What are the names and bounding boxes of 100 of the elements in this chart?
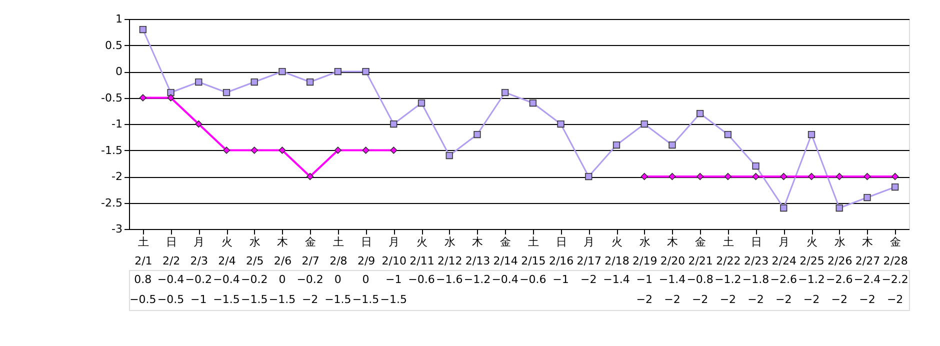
data-label: −1 bbox=[636, 273, 652, 286]
y-tick-label: -2.5 bbox=[101, 196, 122, 210]
data-label: −1.4 bbox=[603, 273, 630, 286]
data-label: −0.4 bbox=[213, 273, 240, 286]
data-label: −2 bbox=[748, 293, 764, 306]
data-label: −0.2 bbox=[185, 273, 212, 286]
x-tick-label: 木 2/27 bbox=[855, 236, 880, 268]
x-tick-label: 土 2/15 bbox=[521, 236, 546, 268]
x-tick-label: 月 2/24 bbox=[772, 236, 796, 268]
x-tick-label: 月 2/17 bbox=[576, 236, 602, 268]
data-label: −1 bbox=[552, 273, 569, 286]
point bbox=[612, 141, 620, 149]
y-tick-label: 1 bbox=[116, 12, 122, 26]
data-label: −1.5 bbox=[352, 293, 380, 306]
point bbox=[780, 172, 788, 180]
point bbox=[250, 146, 258, 154]
data-label: −2 bbox=[859, 293, 876, 306]
point bbox=[334, 146, 342, 154]
point bbox=[306, 172, 314, 180]
point bbox=[390, 146, 398, 154]
data-label: −2 bbox=[692, 293, 708, 306]
x-tick-label: 木 2/20 bbox=[660, 236, 686, 268]
data-label: −1.2 bbox=[714, 273, 742, 286]
x-tick-label: 日 2/2 bbox=[162, 236, 180, 268]
point bbox=[334, 68, 342, 76]
x-tick-label: 火 2/18 bbox=[604, 236, 630, 268]
y-tick-label: 0 bbox=[116, 65, 122, 78]
point bbox=[278, 146, 286, 154]
y-tick-label: -1.5 bbox=[101, 144, 122, 157]
point bbox=[529, 99, 536, 107]
data-label: −2 bbox=[886, 293, 904, 306]
data-label: 0 bbox=[362, 273, 370, 286]
point bbox=[278, 68, 286, 76]
x-tick-label: 金 2/28 bbox=[883, 236, 908, 268]
point bbox=[808, 172, 816, 180]
point bbox=[696, 172, 704, 180]
point bbox=[640, 120, 648, 128]
point bbox=[195, 78, 202, 86]
data-label: −1.4 bbox=[658, 273, 686, 286]
data-label: 0 bbox=[334, 273, 342, 286]
data-label: −2 bbox=[776, 293, 792, 306]
data-label: −0.2 bbox=[296, 273, 324, 286]
x-tick-label: 木 2/6 bbox=[274, 236, 292, 268]
data-label: −0.6 bbox=[408, 273, 435, 286]
data-label: −0.2 bbox=[241, 273, 268, 286]
point bbox=[836, 172, 843, 180]
y-tick-label: -3 bbox=[112, 222, 122, 236]
data-label: −0.5 bbox=[157, 293, 184, 306]
point bbox=[696, 110, 704, 118]
x-tick-label: 火 2/4 bbox=[218, 236, 236, 268]
point bbox=[780, 204, 788, 212]
data-label: −2 bbox=[580, 273, 597, 286]
point bbox=[222, 88, 230, 96]
point bbox=[139, 26, 146, 34]
x-tick-label: 水 2/19 bbox=[632, 236, 658, 268]
data-label: −0.5 bbox=[130, 293, 156, 306]
data-label: −0.6 bbox=[520, 273, 546, 286]
data-label: 0 bbox=[278, 273, 286, 286]
x-tick-label: 日 2/16 bbox=[548, 236, 574, 268]
point bbox=[195, 120, 202, 128]
data-label: −0.8 bbox=[686, 273, 714, 286]
x-tick-label: 月 2/10 bbox=[382, 236, 406, 268]
point bbox=[752, 162, 760, 170]
x-tick-label: 火 2/11 bbox=[410, 236, 434, 268]
data-label: −1.2 bbox=[464, 273, 491, 286]
x-tick-label: 木 2/13 bbox=[465, 236, 490, 268]
x-tick-label: 月 2/3 bbox=[190, 236, 208, 268]
point bbox=[668, 172, 676, 180]
point bbox=[139, 94, 146, 102]
point bbox=[864, 194, 871, 202]
point bbox=[250, 78, 258, 86]
x-tick-label: 水 2/5 bbox=[246, 236, 264, 268]
point bbox=[474, 130, 481, 138]
y-tick-label: -0.5 bbox=[101, 91, 122, 104]
y-tick-label: -2 bbox=[112, 170, 122, 183]
point bbox=[892, 183, 899, 191]
x-tick-label: 水 2/26 bbox=[828, 236, 852, 268]
x-tick-label: 土 2/22 bbox=[716, 236, 741, 268]
data-label: −2 bbox=[636, 293, 652, 306]
data-label: −2.2 bbox=[882, 273, 908, 286]
x-tick-label: 金 2/7 bbox=[302, 236, 320, 268]
point bbox=[446, 152, 453, 160]
x-tick-label: 日 2/9 bbox=[357, 236, 376, 268]
data-label: −0.4 bbox=[492, 273, 518, 286]
data-label: −2 bbox=[831, 293, 848, 306]
data-label: −1.5 bbox=[324, 293, 352, 306]
point bbox=[306, 78, 314, 86]
point bbox=[362, 68, 370, 76]
point bbox=[724, 172, 732, 180]
data-label: −1 bbox=[190, 293, 207, 306]
data-label: −2.4 bbox=[854, 273, 881, 286]
point bbox=[585, 172, 592, 180]
x-tick-label: 日 2/23 bbox=[744, 236, 769, 268]
point bbox=[557, 120, 564, 128]
y-tick-label: -1 bbox=[112, 118, 122, 130]
data-label: −1 bbox=[386, 273, 402, 286]
point bbox=[864, 172, 871, 180]
data-label: −1.2 bbox=[798, 273, 825, 286]
point bbox=[808, 130, 816, 138]
x-tick-label: 土 2/1 bbox=[134, 236, 152, 268]
